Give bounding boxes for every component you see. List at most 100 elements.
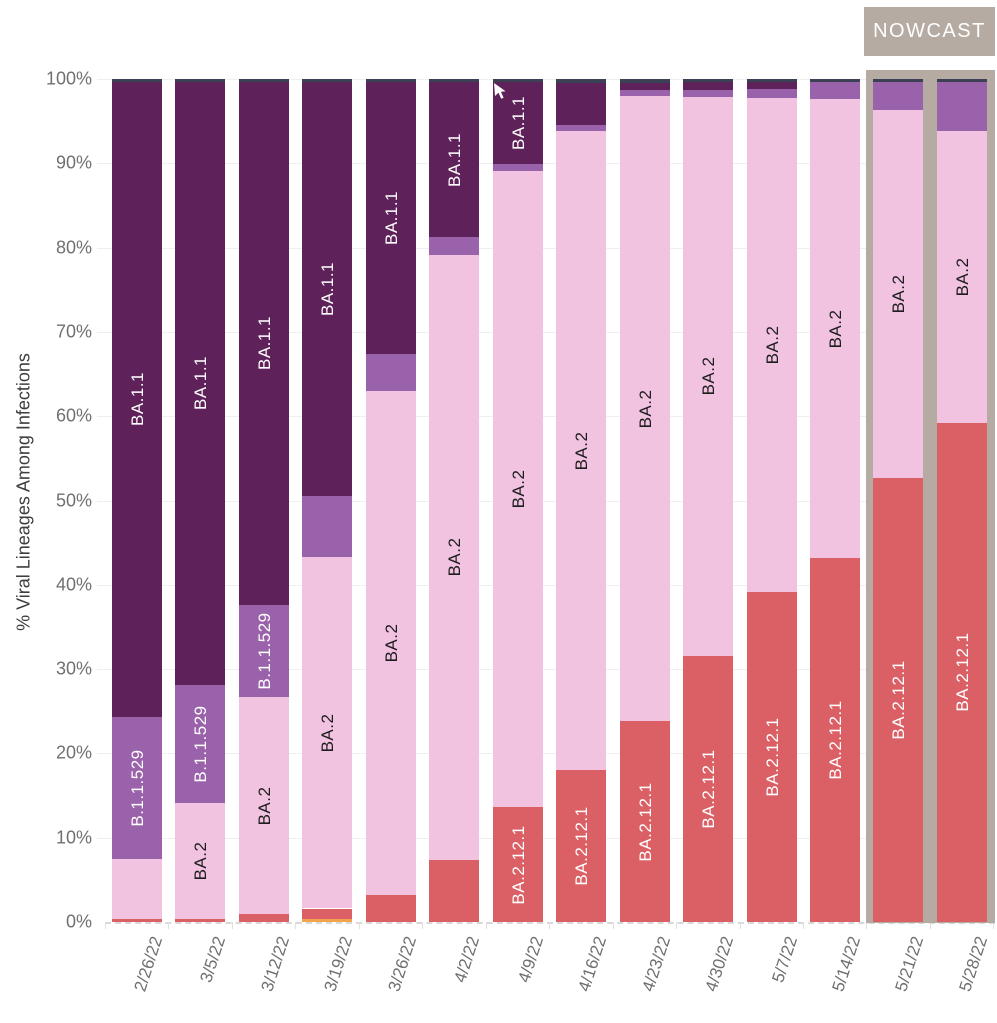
segment-label: BA.2.12.1 <box>762 717 782 797</box>
gridline <box>97 837 995 839</box>
gridline <box>97 669 995 671</box>
bar-segment-BA.2.12.1 <box>238 914 289 922</box>
bar-segment-BA.2 <box>175 803 226 920</box>
x-axis-tick <box>929 922 931 929</box>
segment-label: BA.2 <box>889 274 909 314</box>
bar-segment-BA.2 <box>365 390 416 896</box>
segment-label: BA.1.1 <box>381 190 401 245</box>
gridline <box>97 753 995 755</box>
segment-label: BA.2 <box>762 325 782 364</box>
bar-segment-B.1.1.529 <box>556 124 607 132</box>
bar-segment-BA.2.12.1 <box>746 591 797 922</box>
bar-segment-BA.2.12.1 <box>365 895 416 922</box>
bar-segment-BA.2 <box>936 131 987 423</box>
y-axis-title: % Viral Lineages Among Infections <box>13 353 34 631</box>
bar-segment-B.1.1.529 <box>619 89 670 96</box>
x-axis-tick <box>866 922 868 929</box>
bar-segment-BA.1.1 <box>619 83 670 90</box>
segment-label: BA.2.12.1 <box>889 660 909 740</box>
bar-segment-BA.2 <box>302 556 353 909</box>
x-axis-tick <box>422 922 424 929</box>
y-tick-label: 80% <box>55 237 92 258</box>
bar-segment-B.1.1.529 <box>365 353 416 391</box>
bar-segment-BA.1.1 <box>238 81 289 606</box>
bar-segment-BA.2 <box>238 696 289 915</box>
segment-label: BA.2 <box>825 309 845 348</box>
segment-label: BA.1.1 <box>191 356 211 411</box>
x-axis-tick <box>231 922 233 929</box>
bar-segment-B.1.1.529 <box>302 496 353 557</box>
bar-segment-BA.2 <box>112 858 162 920</box>
segment-label: BA.2 <box>699 356 719 396</box>
gridline <box>97 500 995 502</box>
y-tick-label: 100% <box>45 68 92 89</box>
x-axis-tick <box>612 922 614 929</box>
nowcast-badge: NOWCAST <box>863 7 995 56</box>
bar-segment-BA.1.1 <box>683 82 734 90</box>
bar-segment-unlabeled-dark-top-segment <box>365 79 416 82</box>
y-tick-label: 90% <box>55 152 92 173</box>
segment-label: B.1.1.529 <box>128 749 147 827</box>
bar-segment-B.1.1.529 <box>175 685 226 804</box>
bar-segment-B.1.1.529 <box>936 82 987 132</box>
bar-segment-BA.2.12.1 <box>619 721 670 922</box>
bar-segment-BA.1.1 <box>429 81 480 238</box>
gridline <box>97 163 995 165</box>
segment-label: BA.2.12.1 <box>572 806 592 886</box>
bar-segment-BA.2 <box>619 95 670 722</box>
bar-segment-BA.1.1 <box>746 82 797 90</box>
bar-segment-unlabeled-dark-top-segment <box>746 79 797 83</box>
segment-label: B.1.1.529 <box>254 612 274 690</box>
bar-segment-unlabeled-dark-top-segment <box>873 79 924 83</box>
bar-segment-BA.2.12.1 <box>873 477 924 922</box>
bar-segment-BA.1.1 <box>175 81 226 686</box>
bar-segment-B.1.1.529 <box>492 164 543 171</box>
segment-label: BA.1.1 <box>318 261 338 316</box>
bar-segment-BA.2 <box>556 131 607 771</box>
bar-segment-BA.2.12.1 <box>302 908 353 919</box>
bar-segment-unlabeled-dark-top-segment <box>302 79 353 82</box>
x-axis-tick <box>676 922 678 929</box>
nowcast-badge-label: NOWCAST <box>873 20 986 42</box>
bar-segment-B.1.1.529 <box>238 605 289 697</box>
bar-segment-BA.2 <box>746 97 797 592</box>
gridline <box>97 79 995 80</box>
bar-segment-unlabeled-dark-top-segment <box>429 79 480 82</box>
bar-segment-BA.2.12.1 <box>112 919 162 922</box>
bar-segment-unlabeled-dark-top-segment <box>112 79 162 82</box>
bar-segment-BA.2.12.1 <box>492 807 543 922</box>
segment-label: BA.2.12.1 <box>635 782 655 862</box>
segment-label: BA.2 <box>254 786 274 826</box>
x-axis-tick <box>295 922 297 929</box>
bar-segment-unlabeled-dark-top-segment <box>809 79 860 83</box>
bar-segment-BA.2.12.1 <box>683 655 734 922</box>
segment-label: BA.2 <box>445 537 465 577</box>
bar-segment-BA.2 <box>873 110 924 478</box>
bar-segment-BA.2.12.1 <box>936 422 987 922</box>
bar-segment-unlabeled-dark-top-segment <box>936 79 987 83</box>
segment-label: BA.2.12.1 <box>699 749 719 829</box>
gridline <box>97 584 995 586</box>
bar-segment-unlabeled-dark-top-segment <box>238 79 289 82</box>
segment-label: BA.2.12.1 <box>825 700 845 780</box>
x-axis-tick <box>105 922 106 929</box>
y-tick-label: 40% <box>55 574 92 595</box>
bar-segment-BA.2 <box>492 170 543 808</box>
segment-label: BA.2 <box>508 469 528 509</box>
x-axis-tick <box>802 922 804 929</box>
x-axis-tick <box>168 922 170 929</box>
bar-segment-unlabeled-dark-top-segment <box>556 79 607 84</box>
bar-segment-B.1.1.529 <box>746 89 797 98</box>
segment-label: BA.1.1 <box>508 95 528 150</box>
y-tick-label: 70% <box>55 321 92 342</box>
x-axis-tick <box>739 922 741 929</box>
x-axis-tick <box>485 922 487 929</box>
segment-label: BA.2 <box>952 257 972 297</box>
segment-label: BA.2 <box>381 623 401 663</box>
bar-segment-BA.1.1 <box>365 81 416 354</box>
y-tick-label: 50% <box>55 490 92 510</box>
bar-segment-BA.2 <box>683 96 734 656</box>
mouse-cursor-icon <box>494 83 506 99</box>
bar-segment-BA.2.12.1 <box>429 859 480 922</box>
